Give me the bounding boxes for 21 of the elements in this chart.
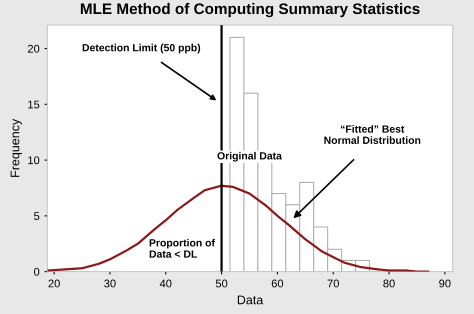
- x-tick-label: 40: [160, 280, 172, 288]
- y-axis-title: Frequency: [10, 118, 22, 177]
- ref-line-label: Detection Limit (50 ppb): [82, 44, 200, 54]
- x-tick-label: 80: [383, 280, 395, 288]
- y-tick-label: 20: [28, 44, 40, 53]
- annotation: Original Data: [217, 152, 282, 162]
- x-tick-label: 50: [216, 280, 228, 288]
- annotation: “Fitted” Best Normal Distribution: [324, 125, 420, 144]
- x-tick-label: 60: [272, 280, 284, 288]
- x-tick-label: 70: [328, 280, 339, 288]
- y-tick-label: 15: [28, 100, 40, 108]
- annotation: Proportion of Data < DL: [150, 238, 215, 258]
- x-tick-label: 30: [104, 280, 116, 288]
- line-series: [47, 184, 430, 272]
- y-tick-label: 0: [34, 268, 40, 276]
- x-axis-title: Data: [238, 296, 264, 304]
- chart-title: MLE Method of Computing Summary Statistics: [80, 2, 420, 18]
- y-tick-label: 10: [28, 156, 40, 164]
- x-tick-label: 20: [48, 280, 60, 288]
- y-tick-label: 5: [34, 212, 40, 220]
- x-tick-label: 90: [439, 280, 451, 288]
